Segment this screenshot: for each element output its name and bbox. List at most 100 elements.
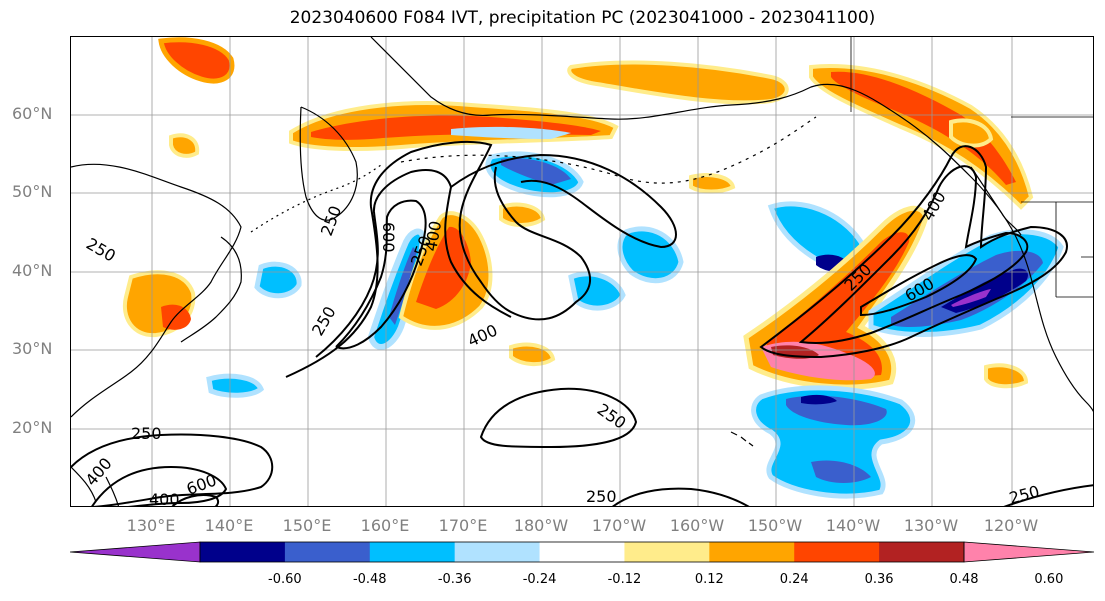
shade-topleft-red xyxy=(158,37,235,84)
contour-label: 400 xyxy=(149,490,180,507)
contour-wpac-250 xyxy=(285,140,591,378)
contour-label: 250 xyxy=(131,424,162,443)
colorbar-svg xyxy=(69,541,1095,563)
lat-label-30n: 30°N xyxy=(12,339,53,358)
ivt-contours xyxy=(71,140,1093,506)
contour-label: 600 xyxy=(379,222,398,253)
lat-label-60n: 60°N xyxy=(12,104,53,123)
coast-kamchatka xyxy=(299,106,358,221)
shade-coast-purple xyxy=(951,289,991,307)
border-provinces xyxy=(1011,116,1093,298)
shade-alaska-lightblue xyxy=(451,126,571,139)
coast-alaska xyxy=(370,37,1017,238)
lon-label-170e: 170°E xyxy=(438,516,488,535)
contour-south-ellipse xyxy=(479,387,638,449)
colorbar xyxy=(69,541,1096,569)
shade-south-darkblue2 xyxy=(811,460,871,483)
colorbar-cell xyxy=(879,542,965,562)
contour-epac-250 xyxy=(759,145,1068,359)
coast-hawaii xyxy=(730,431,754,447)
colorbar-cell xyxy=(369,542,456,562)
contour-north-loop xyxy=(450,153,677,249)
map-canvas: 250 250 600 400 400 250 250 400 250 600 … xyxy=(71,37,1093,507)
lat-label-40n: 40°N xyxy=(12,261,53,280)
coast-kuril xyxy=(250,164,382,233)
colorbar-cell xyxy=(539,542,625,562)
shade-orange-blob4 xyxy=(949,118,994,148)
contour-wpac-400 xyxy=(315,168,512,358)
lon-label-140e: 140°E xyxy=(204,516,254,535)
contour-sw-250 xyxy=(71,433,274,506)
contour-sw-400 xyxy=(91,465,228,506)
shade-south-navy xyxy=(801,394,837,405)
lat-label-50n: 50°N xyxy=(12,182,53,201)
contour-label: 250 xyxy=(317,203,345,238)
contour-label: 400 xyxy=(465,320,501,350)
contour-se-right-250 xyxy=(1003,484,1093,506)
colorbar-cell xyxy=(454,542,541,562)
colorbar-extend-high xyxy=(963,541,1095,563)
lon-label-180w: 180°W xyxy=(513,516,569,535)
map-title: 2023040600 F084 IVT, precipitation PC (2… xyxy=(289,8,876,28)
lon-label-160w: 160°W xyxy=(669,516,725,535)
contour-label: 250 xyxy=(83,234,119,266)
coast-bc xyxy=(970,166,1022,236)
colorbar-tick-label: 0.48 xyxy=(949,572,979,587)
colorbar-cell xyxy=(624,542,710,562)
contour-sw-600 xyxy=(171,494,220,506)
shade-orange-blob2 xyxy=(509,342,556,366)
colorbar-cell xyxy=(200,542,286,562)
colorbar-tick-label: -0.36 xyxy=(437,572,472,587)
coast-aleutians xyxy=(400,116,817,184)
coastlines xyxy=(71,37,1093,506)
lon-label-150e: 150°E xyxy=(282,516,332,535)
colorbar-extend-low xyxy=(69,541,201,563)
shade-wpac-red xyxy=(416,226,471,309)
lon-label-160e: 160°E xyxy=(360,516,410,535)
contour-wpac-600 xyxy=(335,199,427,350)
precip-shading xyxy=(122,37,1064,499)
colorbar-tick-label: -0.12 xyxy=(607,572,642,587)
contour-epac-600 xyxy=(860,254,978,317)
lon-label-140w: 140°W xyxy=(825,516,881,535)
contour-label: 250 xyxy=(586,487,617,506)
shade-central-blue5 xyxy=(206,373,265,398)
shade-top-orange xyxy=(567,60,789,105)
shade-orange-blob1 xyxy=(499,202,546,227)
lon-label-130w: 130°W xyxy=(903,516,959,535)
lat-label-20n: 20°N xyxy=(12,418,53,437)
colorbar-tick-label: 0.12 xyxy=(694,572,724,587)
shade-topright-red xyxy=(831,71,1016,185)
shade-central-blue4 xyxy=(254,261,302,299)
contour-label: 250 xyxy=(308,303,340,339)
contour-se-250 xyxy=(612,487,750,506)
colorbar-tick-label: -0.60 xyxy=(268,572,302,587)
lon-label-150w: 150°W xyxy=(747,516,803,535)
colorbar-tick-label: -0.48 xyxy=(352,572,387,587)
shade-central-darkblue1 xyxy=(501,158,571,185)
map-panel: 250 250 600 400 400 250 250 400 250 600 … xyxy=(70,36,1094,507)
colorbar-tick-label: 0.60 xyxy=(1034,572,1064,587)
contour-epac-400 xyxy=(798,165,1029,344)
shade-orange-blob6 xyxy=(984,363,1029,389)
shade-orange-blob3 xyxy=(689,173,736,194)
colorbar-cells xyxy=(69,541,1095,563)
coast-westcoast xyxy=(1015,236,1093,412)
lon-label-120w: 120°W xyxy=(983,516,1039,535)
colorbar-tick-label: 0.24 xyxy=(779,572,809,587)
colorbar-cell xyxy=(284,542,371,562)
shade-central-blue2 xyxy=(617,226,684,284)
colorbar-cell xyxy=(794,542,880,562)
coast-asia xyxy=(71,163,242,418)
colorbar-tick-label: 0.36 xyxy=(864,572,894,587)
shade-orange-blob5 xyxy=(169,133,200,158)
coast-japan xyxy=(180,236,242,343)
lon-label-170w: 170°W xyxy=(591,516,647,535)
colorbar-outline xyxy=(199,541,965,563)
coast-philippines xyxy=(71,466,120,506)
colorbar-tick-label: -0.24 xyxy=(522,572,557,587)
colorbar-cell xyxy=(709,542,795,562)
shade-central-blue3 xyxy=(568,271,626,311)
lon-label-130e: 130°E xyxy=(126,516,176,535)
shade-japan-red xyxy=(161,304,191,330)
